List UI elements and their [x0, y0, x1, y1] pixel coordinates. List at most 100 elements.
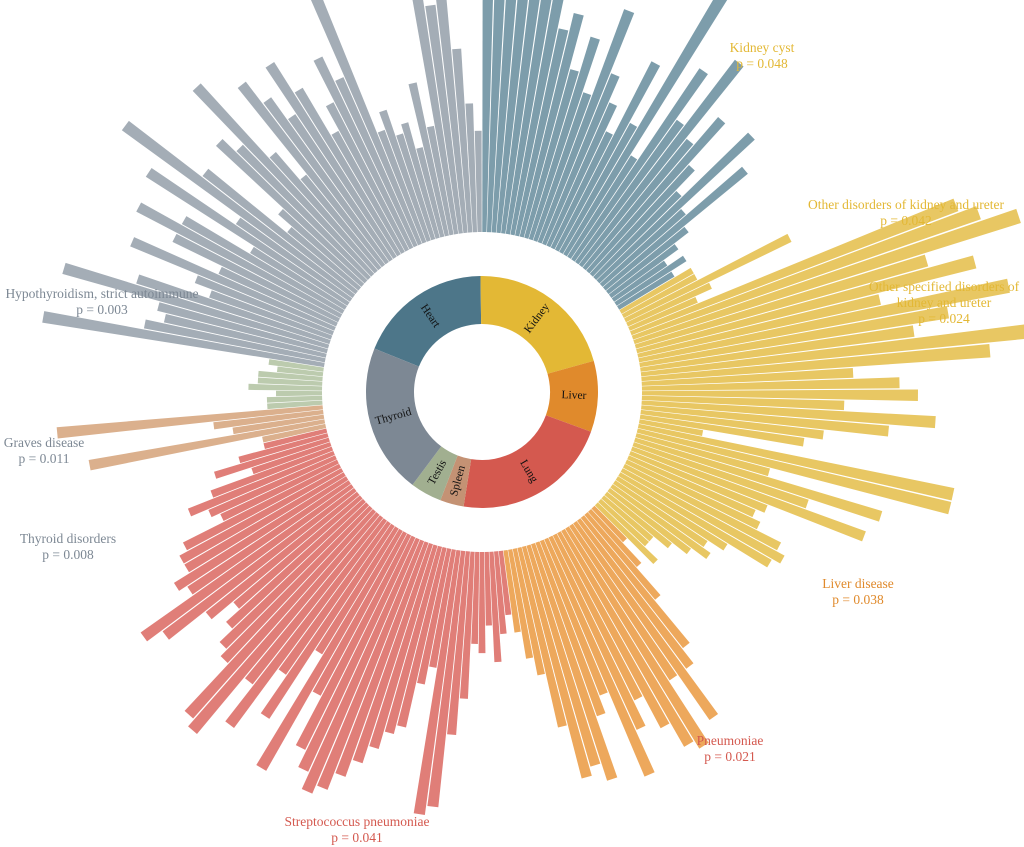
donut-slice-thyroid: [366, 348, 442, 485]
bar-lung-28: [244, 515, 384, 685]
bar-kidney-25: [638, 419, 704, 437]
donut-slice-lung: [463, 415, 591, 508]
bar-liver-15: [535, 541, 606, 717]
bar-heart-22: [575, 119, 684, 265]
bar-heart-25: [586, 117, 726, 274]
bar-kidney-38: [615, 476, 728, 551]
bar-heart-1: [482, 0, 493, 233]
bar-lung-40: [184, 472, 346, 573]
bar-lung-12: [417, 548, 452, 685]
bar-heart-17: [554, 61, 661, 252]
bar-lung-44: [208, 455, 337, 518]
annotation-line-6-1: Streptococcus pneumoniae: [284, 814, 429, 829]
bar-heart-24: [582, 138, 694, 271]
bar-heart-14: [542, 73, 620, 246]
donut-slice-heart: [374, 276, 482, 367]
bar-heart-30: [602, 166, 748, 291]
bar-thyroid-1: [42, 311, 325, 368]
bar-liver-20: [512, 548, 545, 676]
donut-label-liver: Liver: [561, 389, 587, 402]
bar-kidney-13: [639, 306, 950, 368]
bar-liver-12: [548, 535, 646, 730]
bar-thyroid-2: [143, 319, 326, 363]
annotation-thyroid-9: Hypothyroidism, strict autoimmune p = 0.0…: [5, 286, 198, 317]
bar-thyroid-16: [235, 217, 353, 302]
bar-thyroid-3: [163, 314, 327, 358]
bar-heart-29: [599, 209, 686, 287]
bar-lung-18: [317, 539, 425, 790]
bar-thyroid-18: [202, 168, 359, 295]
bar-lung-41: [179, 468, 344, 564]
bar-liver-6: [573, 521, 719, 721]
bar-heart-12: [533, 92, 592, 242]
bar-liver-1: [591, 505, 627, 543]
bar-liver-2: [588, 509, 642, 567]
annotation-line-9-2: p = 0.003: [76, 302, 128, 317]
bar-lung-29: [188, 512, 380, 734]
bar-heart-19: [563, 0, 728, 257]
bar-heart-7: [510, 0, 564, 236]
bar-lung-6: [471, 551, 480, 644]
bar-thyroid-10: [218, 266, 338, 327]
bar-lung-22: [312, 531, 407, 696]
bar-lung-11: [429, 549, 456, 668]
bar-thyroid-17: [121, 120, 356, 298]
bar-heart-23: [578, 59, 744, 268]
bar-heart-11: [528, 36, 600, 241]
bar-kidney-42: [604, 491, 672, 549]
bar-kidney-9: [634, 254, 929, 349]
bar-lung-45: [187, 451, 335, 517]
bar-thyroid-12: [136, 202, 343, 318]
bar-heart-31: [605, 226, 689, 295]
bar-kidney-1: [619, 267, 694, 314]
bar-thyroid-14: [250, 246, 347, 310]
bar-lung-1: [498, 550, 512, 616]
donut-slice-spleen: [440, 455, 472, 507]
bar-kidney-22: [641, 405, 889, 437]
bar-kidney-43: [601, 495, 654, 542]
bar-lung-19: [301, 537, 420, 794]
bar-heart-34: [614, 255, 687, 306]
annotation-thyroid-7: Thyroid disorders p = 0.008: [20, 531, 116, 562]
bar-thyroid-39: [401, 122, 440, 239]
bar-thyroid-41: [408, 82, 449, 237]
bar-lung-8: [447, 551, 470, 736]
bar-spleen-3: [232, 414, 325, 435]
annotation-line-2-1: Other disorders of kidney and ureter: [808, 197, 1005, 212]
bar-spleen-4: [213, 409, 324, 430]
bar-kidney-44: [598, 498, 649, 547]
bar-testis-2: [266, 395, 323, 403]
bar-thyroid-5: [62, 262, 330, 349]
bar-heart-33: [611, 260, 668, 302]
bar-heart-18: [559, 122, 638, 254]
bar-lung-10: [413, 549, 461, 815]
bar-thyroid-33: [313, 56, 414, 250]
annotation-line-3-2: kidney and ureter: [897, 295, 992, 310]
bar-heart-27: [593, 190, 682, 280]
annotation-liver-4: Liver disease p = 0.038: [822, 576, 894, 607]
bar-thyroid-47: [465, 103, 478, 233]
bar-liver-16: [531, 542, 618, 781]
bar-thyroid-19: [287, 227, 362, 291]
bar-lung-34: [233, 495, 363, 609]
bar-thyroid-36: [377, 129, 427, 244]
bar-lung-37: [140, 484, 354, 642]
annotation-line-5-2: p = 0.021: [704, 749, 756, 764]
bar-heart-16: [550, 131, 613, 250]
annotation-kidney-1: Kidney cyst p = 0.048: [730, 40, 795, 71]
bar-liver-9: [561, 528, 694, 747]
bar-heart-35: [617, 271, 675, 310]
bar-heart-3: [491, 0, 517, 233]
bar-thyroid-23: [192, 83, 375, 277]
annotation-kidney-3: Other specified disorders of kidney and u…: [869, 279, 1020, 326]
bar-thyroid-43: [412, 0, 459, 235]
annotation-kidney-2: Other disorders of kidney and ureter p = …: [808, 197, 1005, 228]
donut-slice-liver: [545, 360, 599, 432]
bar-liver-18: [521, 545, 592, 779]
bar-liver-3: [584, 512, 661, 600]
bar-thyroid-20: [278, 209, 365, 287]
donut-slice-testis: [412, 446, 458, 501]
annotation-line-8-1: Graves disease: [4, 435, 85, 450]
bar-kidney-11: [637, 294, 881, 358]
